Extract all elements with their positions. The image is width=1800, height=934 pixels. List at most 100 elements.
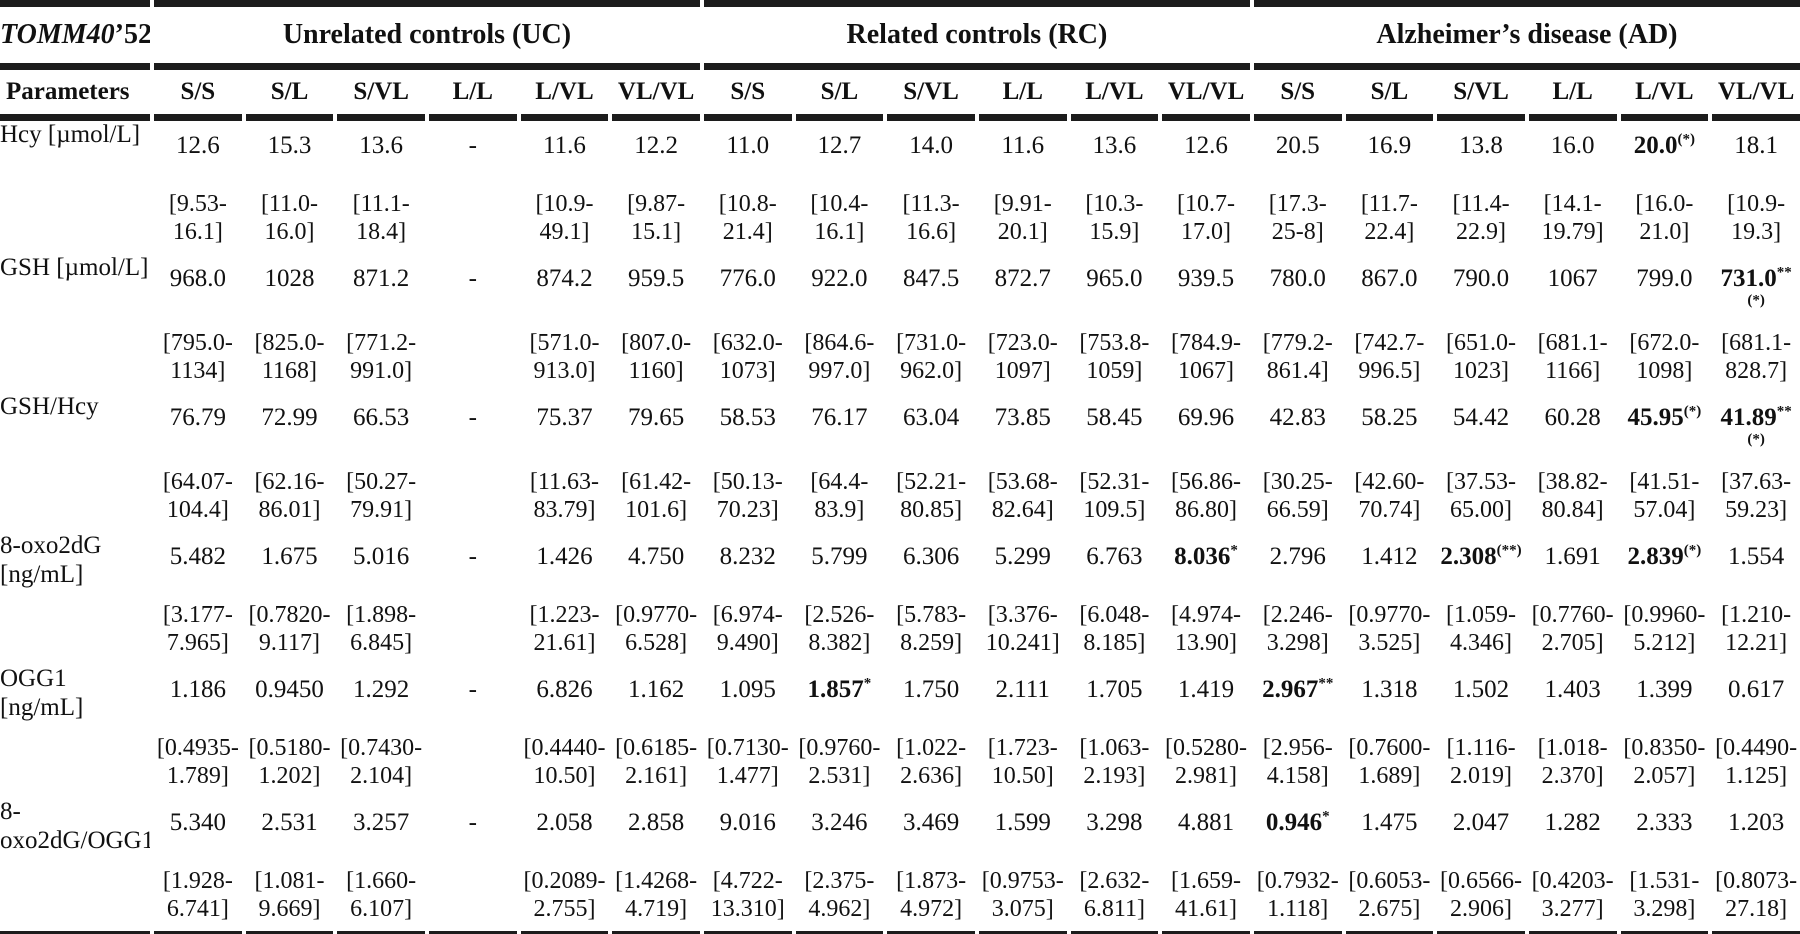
quartile-cell: [731.0- 962.0] <box>896 329 967 384</box>
quartile-cell: [11.63- 83.79] <box>529 468 599 523</box>
quartile-cell: [10.8- 21.4] <box>718 190 777 245</box>
median-cell: 1.203 <box>1727 809 1785 836</box>
median-cell: 1.599 <box>994 809 1051 836</box>
genotype-header: S/L <box>795 70 884 121</box>
quartile-row: [64.07- 104.4] [62.16- 86.01] [50.27- 79.9… <box>0 460 1800 532</box>
quartile-cell: [672.0- 1098] <box>1629 329 1700 384</box>
median-cell: 847.5 <box>902 265 960 292</box>
parameter-label: Hcy [µmol/L] <box>0 121 141 148</box>
median-cell: 1.186 <box>169 676 226 703</box>
quartile-cell: [1.873- 4.972] <box>887 859 975 934</box>
quartile-cell: [6.974- 9.490] <box>712 601 783 656</box>
quartile-cell: [784.9- 1067] <box>1171 329 1242 384</box>
median-cell: 5.299 <box>994 543 1051 570</box>
quartile-cell: [9.87- 15.1] <box>627 190 686 245</box>
quartile-cell: [50.13- 70.23] <box>712 468 783 523</box>
median-cell: 1.475 <box>1361 809 1418 836</box>
quartile-cell: [2.375- 4.962] <box>795 859 884 934</box>
quartile-cell: [0.7130- 1.477] <box>706 734 789 789</box>
median-cell: 965.0 <box>1086 265 1143 292</box>
median-cell: 58.53 <box>719 404 776 431</box>
median-cell: 1.318 <box>1361 676 1418 703</box>
genotype-header: L/VL <box>1620 70 1709 121</box>
quartile-cell: [10.9- 49.1] <box>535 190 594 245</box>
quartile-cell: [9.53- 16.1] <box>168 190 227 245</box>
quartile-row: [3.177- 7.965] [0.7820- 9.117] [1.898- 6.8… <box>0 593 1800 665</box>
genotype-header: S/S <box>703 70 792 121</box>
median-cell: 8.036* <box>1174 542 1238 570</box>
genotype-header: L/L <box>428 70 517 121</box>
quartile-cell: [0.4203- 3.277] <box>1528 859 1617 934</box>
quartile-cell: [0.4935- 1.789] <box>156 734 239 789</box>
parameter-label: GSH/Hcy <box>0 393 99 420</box>
median-cell: 5.016 <box>353 543 410 570</box>
quartile-cell: [0.9770- 3.525] <box>1348 601 1431 656</box>
quartile-cell: [779.2- 861.4] <box>1262 329 1333 384</box>
median-cell: 790.0 <box>1452 265 1510 292</box>
median-cell: 2.058 <box>536 809 593 836</box>
median-cell: 0.9450 <box>255 676 324 703</box>
quartile-cell: [14.1- 19.79] <box>1541 190 1604 245</box>
quartile-cell: [1.081- 9.669] <box>245 859 334 934</box>
quartile-cell: [38.82- 80.84] <box>1537 468 1608 523</box>
quartile-cell: [10.4- 16.1] <box>810 190 869 245</box>
quartile-cell: [11.3- 16.6] <box>902 190 960 245</box>
quartile-cell <box>429 182 517 254</box>
median-cell: - <box>468 676 477 703</box>
median-cell: 11.6 <box>1001 132 1045 159</box>
empty-parameter-cell <box>0 321 150 393</box>
quartile-cell: [11.0- 16.0] <box>260 190 319 245</box>
parameter-label: GSH [µmol/L] <box>0 254 149 281</box>
median-cell: 12.7 <box>817 132 862 159</box>
median-cell: - <box>468 132 477 159</box>
quartile-cell: [41.51- 57.04] <box>1629 468 1700 523</box>
quartile-cell: [681.1- 1166] <box>1537 329 1608 384</box>
genotype-header: VL/VL <box>1162 70 1250 121</box>
quartile-cell: [0.8073- 27.18] <box>1712 859 1800 934</box>
quartile-cell: [825.0- 1168] <box>254 329 325 384</box>
quartile-cell: [571.0- 913.0] <box>529 329 600 384</box>
quartile-cell: [753.8- 1059] <box>1079 329 1150 384</box>
median-cell: 1.162 <box>627 676 685 703</box>
median-cell: 1.282 <box>1544 809 1601 836</box>
median-cell: 2.796 <box>1269 543 1326 570</box>
median-cell: 1.412 <box>1361 543 1418 570</box>
quartile-cell: [681.1- 828.7] <box>1721 329 1792 384</box>
genotype-header: S/VL <box>337 70 425 121</box>
empty-parameter-cell <box>0 726 150 798</box>
median-cell: 60.28 <box>1544 404 1601 431</box>
median-cell: 14.0 <box>909 132 953 159</box>
quartile-cell: [64.07- 104.4] <box>162 468 233 523</box>
group-header-3: Alzheimer’s disease (AD) <box>1253 0 1800 70</box>
parameters-header: Parameters <box>0 70 150 121</box>
genotype-header: S/VL <box>887 70 975 121</box>
median-cell: 3.298 <box>1086 809 1143 836</box>
quartile-cell: [2.956- 4.158] <box>1262 734 1333 789</box>
median-cell: 1.095 <box>719 676 776 703</box>
quartile-cell: [1.022- 2.636] <box>896 734 967 789</box>
median-cell: 9.016 <box>719 809 776 836</box>
quartile-cell: [3.177- 7.965] <box>162 601 233 656</box>
median-cell: 76.17 <box>811 404 868 431</box>
median-cell: 922.0 <box>811 265 868 292</box>
median-cell: 1.403 <box>1544 676 1601 703</box>
median-row: GSH/Hcy 76.79 72.99 66.53 - 75.37 79.65 58.53 76… <box>0 393 1800 460</box>
quartile-cell: [0.9960- 5.212] <box>1623 601 1706 656</box>
median-cell: 20.5 <box>1275 132 1320 159</box>
quartile-cell: [742.7- 996.5] <box>1354 329 1425 384</box>
median-cell: 16.9 <box>1367 132 1412 159</box>
median-cell: 3.246 <box>811 809 868 836</box>
quartile-cell: [1.116- 2.019] <box>1446 734 1516 789</box>
genotype-header: L/VL <box>1070 70 1159 121</box>
quartile-cell: [11.4- 22.9] <box>1452 190 1510 245</box>
quartile-cell: [4.974- 13.90] <box>1171 601 1242 656</box>
quartile-cell: [0.7932- 1.118] <box>1253 859 1342 934</box>
parameter-label: 8-oxo2dG/OGG1 <box>0 798 150 854</box>
median-cell: 13.6 <box>1092 132 1137 159</box>
quartile-cell: [1.223- 21.61] <box>529 601 600 656</box>
median-cell: 72.99 <box>261 404 318 431</box>
quartile-cell: [0.8350- 2.057] <box>1623 734 1706 789</box>
quartile-cell: [651.0- 1023] <box>1446 329 1516 384</box>
quartile-row: [1.928- 6.741] [1.081- 9.669] [1.660- 6.10… <box>0 859 1800 934</box>
genotype-header: L/L <box>1528 70 1617 121</box>
